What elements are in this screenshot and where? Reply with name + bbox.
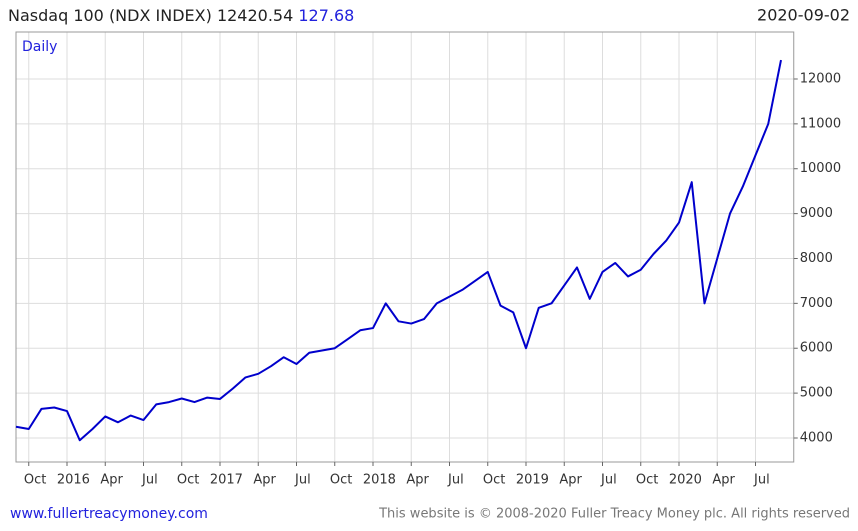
x-tick-label: Apr	[100, 473, 123, 488]
x-tick-label: Jul	[600, 473, 617, 488]
date: 2020-09-02	[757, 6, 850, 25]
y-tick-label: 6000	[800, 341, 833, 356]
x-tick-label: Apr	[559, 473, 582, 488]
y-tick-label: 10000	[800, 161, 841, 176]
website-link[interactable]: www.fullertreacymoney.com	[10, 506, 208, 522]
y-tick-label: 11000	[800, 116, 841, 131]
copyright: This website is © 2008-2020 Fuller Treac…	[378, 507, 850, 522]
price-line	[15, 59, 782, 442]
x-tick-label: 2020	[669, 473, 702, 488]
x-tick-label: Oct	[24, 473, 46, 488]
x-tick-label: Apr	[712, 473, 735, 488]
y-tick-label: 12000	[800, 71, 841, 86]
x-tick-label: Oct	[177, 473, 199, 488]
x-tick-label: 2017	[210, 473, 243, 488]
x-tick-label: Jul	[141, 473, 158, 488]
x-tick-label: Apr	[406, 473, 429, 488]
change: 127.68	[298, 6, 354, 25]
chart-title: Nasdaq 100 (NDX INDEX) 12420.54 127.68	[8, 6, 354, 25]
x-tick-label: 2019	[516, 473, 549, 488]
x-tick-label: Apr	[253, 473, 276, 488]
frequency-label: Daily	[22, 39, 57, 55]
y-tick-label: 8000	[800, 251, 833, 266]
x-tick-label: Oct	[483, 473, 505, 488]
y-tick-label: 9000	[800, 206, 833, 221]
title: Nasdaq 100 (NDX INDEX)	[8, 6, 212, 25]
x-tick-label: Oct	[636, 473, 658, 488]
x-tick-label: Oct	[330, 473, 352, 488]
y-tick-label: 5000	[800, 386, 833, 401]
x-tick-label: Jul	[447, 473, 464, 488]
y-tick-label: 7000	[800, 296, 833, 311]
plot-frame	[15, 31, 795, 463]
y-tick-label: 4000	[800, 430, 833, 445]
x-tick-label: Jul	[753, 473, 770, 488]
last-value: 12420.54	[217, 6, 293, 25]
x-tick-label: 2016	[57, 473, 90, 488]
x-tick-label: Jul	[294, 473, 311, 488]
x-tick-label: 2018	[363, 473, 396, 488]
